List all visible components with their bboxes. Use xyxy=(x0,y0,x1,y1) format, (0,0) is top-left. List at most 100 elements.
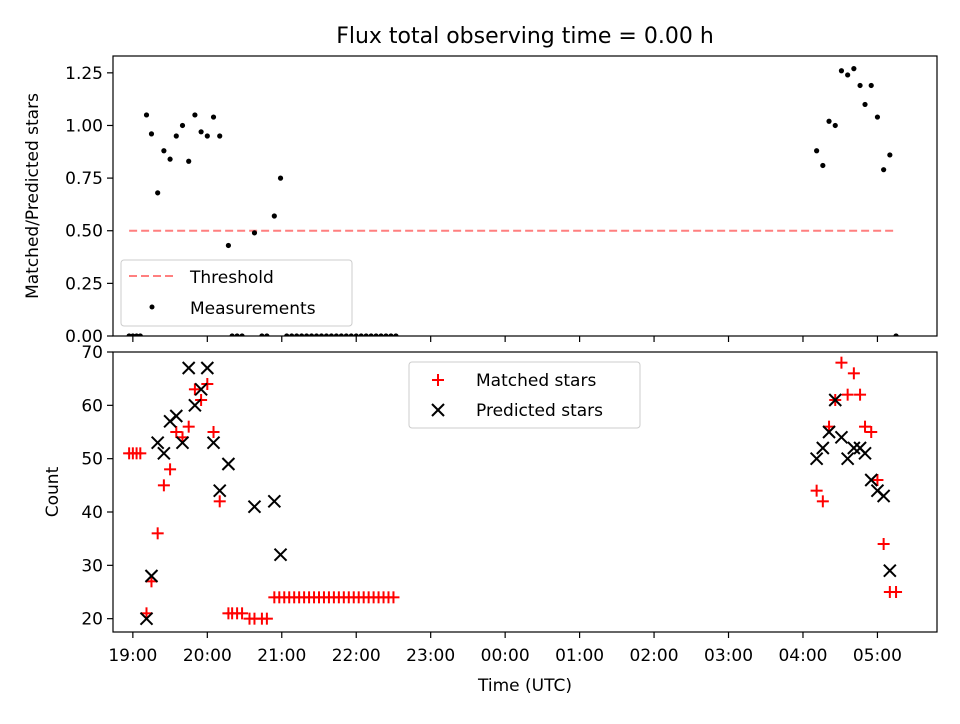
matched-stars-point xyxy=(387,591,400,604)
measurements-point xyxy=(383,333,389,336)
measurements-point xyxy=(868,82,874,89)
measurements-point xyxy=(832,122,838,129)
measurements-point xyxy=(167,156,173,162)
matched-stars-point xyxy=(847,367,860,380)
measurements-legend-label: Measurements xyxy=(190,299,316,319)
x-tick-label: 02:00 xyxy=(630,646,679,666)
measurements-point xyxy=(393,333,399,336)
measurements-point xyxy=(225,242,232,249)
measurements-point xyxy=(264,333,270,336)
matched-stars-point xyxy=(157,479,170,492)
measurements-point xyxy=(192,112,198,118)
y-tick-label: 40 xyxy=(81,503,103,523)
measurements-point xyxy=(303,333,310,336)
measurements-point xyxy=(887,152,893,158)
measurements-point xyxy=(234,333,240,336)
x-tick-label: 00:00 xyxy=(481,646,530,666)
x-tick-label: 04:00 xyxy=(778,646,827,666)
measurements-point xyxy=(294,333,300,336)
predicted-stars-point xyxy=(150,435,165,450)
y-tick-label: 70 xyxy=(81,343,103,363)
measurements-point xyxy=(358,333,364,336)
counts-axes-frame xyxy=(112,351,938,633)
predicted-stars-point xyxy=(200,361,215,375)
matched-stars-point xyxy=(260,612,273,625)
matched-stars-point xyxy=(865,426,878,438)
measurements-point xyxy=(161,148,167,154)
predicted-stars-point xyxy=(194,382,208,397)
matched-stars-point xyxy=(182,420,195,433)
predicted-stars-point xyxy=(247,499,262,514)
y-tick-label: 50 xyxy=(81,450,103,470)
measurements-point xyxy=(137,333,143,336)
predicted-stars-point xyxy=(221,457,236,471)
measurements-point xyxy=(378,333,384,336)
ratio-legend: Threshold Measurements xyxy=(120,259,353,327)
measurements-point xyxy=(328,333,335,336)
matched-stars-point xyxy=(188,383,201,396)
predicted-stars-point xyxy=(828,393,842,407)
predicted-stars-point xyxy=(847,441,861,455)
predicted-legend-swatch xyxy=(431,403,445,417)
measurements-point xyxy=(308,333,315,336)
ratio-axes-frame xyxy=(112,55,938,337)
matched-stars-point xyxy=(236,607,249,620)
measurements-point xyxy=(838,68,845,74)
measurements-point xyxy=(318,333,325,336)
predicted-stars-point xyxy=(822,425,836,439)
predicted-stars-point xyxy=(267,494,282,509)
predicted-stars-point xyxy=(175,435,190,450)
y-tick-label: 1.25 xyxy=(65,64,103,84)
measurements-point xyxy=(289,333,295,336)
matched-stars-point xyxy=(170,426,183,438)
predicted-stars-point xyxy=(157,446,171,461)
counts-y-ticks: 20 30 40 50 60 70 xyxy=(81,343,113,630)
matched-stars-point xyxy=(871,474,884,486)
x-tick-label: 23:00 xyxy=(406,646,455,666)
predicted-stars-point xyxy=(840,451,855,466)
measurements-point xyxy=(368,333,374,336)
predicted-legend-label: Predicted stars xyxy=(476,401,603,421)
measurements-point xyxy=(388,333,394,336)
predicted-stars-point xyxy=(883,563,897,578)
x-tick-label: 01:00 xyxy=(555,646,604,666)
measurements-point xyxy=(204,133,210,139)
ratio-y-ticks: 0.00 0.25 0.50 0.75 1.00 1.25 xyxy=(65,64,113,347)
measurements-point xyxy=(820,162,826,169)
measurements-point xyxy=(353,333,359,336)
ratio-plot-area xyxy=(126,66,899,336)
matched-stars-point xyxy=(859,420,872,433)
y-tick-label: 30 xyxy=(81,556,103,576)
measurements-point xyxy=(155,190,161,196)
measurements-point xyxy=(862,101,868,108)
measurements-point xyxy=(363,333,369,336)
predicted-stars-point xyxy=(206,435,221,450)
matched-stars-point xyxy=(810,484,823,497)
measurements-point xyxy=(173,133,179,139)
x-tick-label: 03:00 xyxy=(704,646,753,666)
measurements-point xyxy=(814,148,820,154)
y-tick-label: 0.25 xyxy=(65,274,103,294)
ratio-panel: 0.00 0.25 0.50 0.75 1.00 1.25 Matched/Predict… xyxy=(23,55,938,347)
x-axis-label: Time (UTC) xyxy=(477,676,572,696)
measurements-point xyxy=(893,333,899,336)
measurements-point xyxy=(148,131,155,137)
matched-stars-point xyxy=(890,586,903,598)
measurements-point xyxy=(299,333,305,336)
x-tick-label: 21:00 xyxy=(257,646,306,666)
threshold-legend-label: Threshold xyxy=(189,268,274,288)
predicted-stars-point xyxy=(139,611,154,626)
matched-legend-swatch xyxy=(432,374,444,386)
measurements-point xyxy=(186,158,192,164)
measurements-point xyxy=(343,333,349,336)
measurements-point xyxy=(271,213,277,219)
counts-panel: 20 30 40 50 60 70 19:00 20:00 21:00 22:00 23:00 00… xyxy=(43,343,938,696)
matched-legend-label: Matched stars xyxy=(476,371,596,391)
measurements-point xyxy=(826,118,832,124)
measurements-point xyxy=(229,333,235,336)
matched-stars-point xyxy=(134,447,147,460)
y-tick-label: 0.50 xyxy=(65,222,103,242)
predicted-stars-point xyxy=(858,446,872,461)
matched-stars-point xyxy=(213,495,226,508)
predicted-stars-point xyxy=(816,441,830,455)
